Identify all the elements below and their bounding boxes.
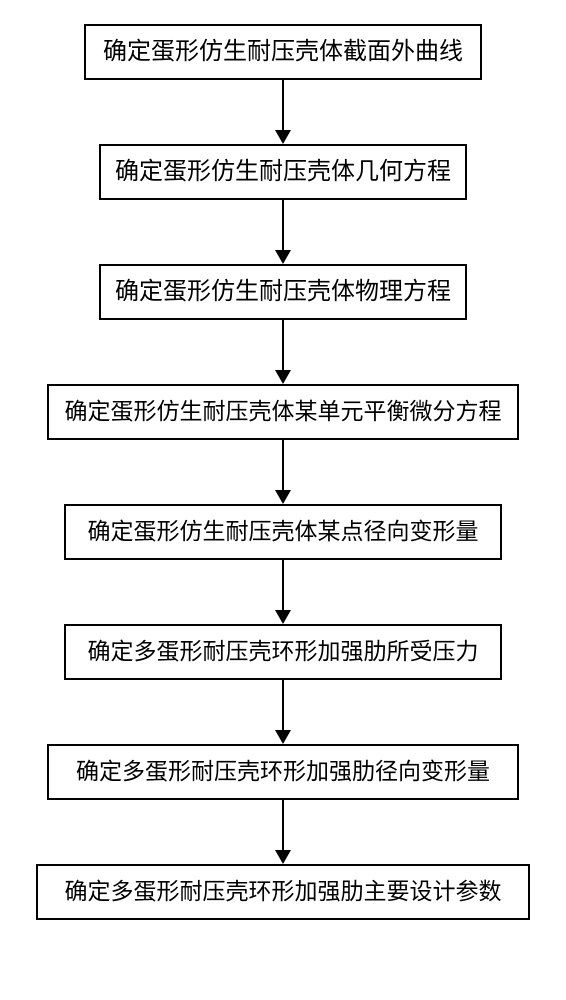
flow-node-5: 确定蛋形仿生耐压壳体某点径向变形量 [64,504,502,560]
flow-node-6: 确定多蛋形耐压壳环形加强肋所受压力 [64,624,502,680]
flow-node-7-label: 确定多蛋形耐压壳环形加强肋径向变形量 [49,746,517,798]
flow-arrow-3 [275,320,291,384]
flow-node-2: 确定蛋形仿生耐压壳体几何方程 [99,144,467,200]
flow-node-8: 确定多蛋形耐压壳环形加强肋主要设计参数 [36,864,530,920]
flow-node-1-label: 确定蛋形仿生耐压壳体截面外曲线 [86,26,480,78]
flow-arrow-2 [275,200,291,264]
flow-node-3: 确定蛋形仿生耐压壳体物理方程 [99,264,467,320]
flow-node-5-label: 确定蛋形仿生耐压壳体某点径向变形量 [66,506,500,558]
flow-node-3-label: 确定蛋形仿生耐压壳体物理方程 [101,266,465,318]
flow-node-4: 确定蛋形仿生耐压壳体某单元平衡微分方程 [47,384,519,440]
arrow-down-icon [275,250,291,264]
flowchart-container: 确定蛋形仿生耐压壳体截面外曲线 确定蛋形仿生耐压壳体几何方程 确定蛋形仿生耐压壳… [0,0,566,1000]
flow-node-8-label: 确定多蛋形耐压壳环形加强肋主要设计参数 [38,866,528,918]
flow-arrow-6 [275,680,291,744]
flow-node-4-label: 确定蛋形仿生耐压壳体某单元平衡微分方程 [49,386,517,438]
flow-node-2-label: 确定蛋形仿生耐压壳体几何方程 [101,146,465,198]
flow-arrow-1 [275,80,291,144]
arrow-down-icon [275,130,291,144]
flow-arrow-4 [275,440,291,504]
flow-node-7: 确定多蛋形耐压壳环形加强肋径向变形量 [47,744,519,800]
arrow-down-icon [275,370,291,384]
flow-node-6-label: 确定多蛋形耐压壳环形加强肋所受压力 [66,626,500,678]
arrow-down-icon [275,730,291,744]
arrow-down-icon [275,850,291,864]
flow-arrow-7 [275,800,291,864]
flow-node-1: 确定蛋形仿生耐压壳体截面外曲线 [84,24,482,80]
flow-arrow-5 [275,560,291,624]
arrow-down-icon [275,490,291,504]
arrow-down-icon [275,610,291,624]
